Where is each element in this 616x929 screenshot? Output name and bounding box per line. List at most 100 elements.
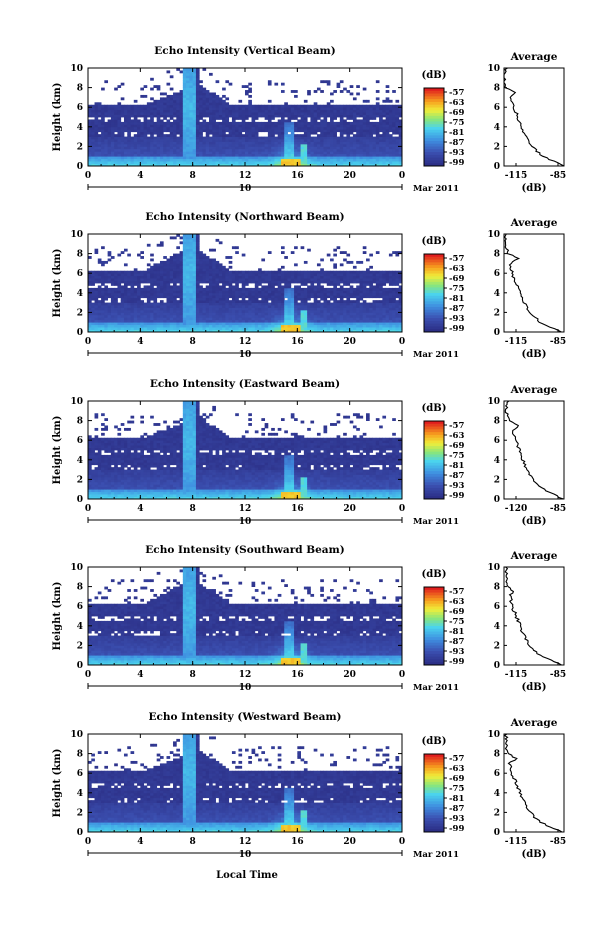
heatmap-cell xyxy=(264,322,269,326)
heatmap-cell xyxy=(339,270,344,274)
heatmap-cell xyxy=(349,285,354,289)
heatmap-cell xyxy=(261,146,266,150)
heatmap-cell xyxy=(398,114,403,118)
heatmap-cell xyxy=(192,109,197,113)
heatmap-cell xyxy=(222,131,226,135)
heatmap-cell xyxy=(313,302,318,306)
heatmap-cell xyxy=(343,273,347,277)
heatmap-cell xyxy=(143,129,148,133)
heatmap-cell xyxy=(192,68,197,71)
heatmap-cell xyxy=(362,283,367,286)
heatmap-cell xyxy=(241,153,246,157)
heatmap-cell xyxy=(267,280,272,284)
heatmap-cell xyxy=(143,329,148,333)
heatmap-cell xyxy=(195,317,200,321)
heatmap-cell xyxy=(231,117,236,120)
heatmap-cell xyxy=(107,278,112,281)
heatmap-cell xyxy=(212,265,216,269)
heatmap-cell xyxy=(143,302,148,306)
heatmap-cell xyxy=(264,139,269,142)
heatmap-cell xyxy=(182,270,187,274)
heatmap-cell xyxy=(313,297,318,301)
heatmap-cell xyxy=(218,265,223,269)
heatmap-cell xyxy=(156,85,161,88)
heatmap-cell xyxy=(133,268,138,272)
heatmap-cell xyxy=(346,143,351,147)
heatmap-cell xyxy=(330,270,334,274)
heatmap-cell xyxy=(320,268,324,272)
heatmap-cell xyxy=(254,126,259,130)
heatmap-cell xyxy=(294,280,298,284)
heatmap-cell xyxy=(199,134,203,137)
heatmap-cell xyxy=(179,285,184,289)
heatmap-cell xyxy=(218,241,223,245)
heatmap-cell xyxy=(330,258,334,262)
heatmap-cell xyxy=(218,117,223,120)
heatmap-cell xyxy=(192,131,197,135)
heatmap-cell xyxy=(130,136,135,140)
heatmap-cell xyxy=(114,126,118,130)
heatmap-cell xyxy=(379,126,383,130)
heatmap-cell xyxy=(166,258,171,262)
heatmap-cell xyxy=(189,153,194,157)
heatmap-cell xyxy=(156,283,161,286)
heatmap-cell xyxy=(186,117,190,120)
heatmap-cell xyxy=(143,119,148,123)
heatmap-cell xyxy=(192,143,197,147)
heatmap-cell xyxy=(192,297,197,301)
heatmap-cell xyxy=(323,148,328,152)
heatmap-cell xyxy=(110,297,115,301)
heatmap-cell xyxy=(110,117,115,120)
heatmap-cell xyxy=(258,146,262,150)
heatmap-cell xyxy=(375,80,380,84)
heatmap-cell xyxy=(195,297,200,301)
heatmap-cell xyxy=(195,124,200,128)
heatmap-cell xyxy=(202,158,207,162)
heatmap-cell xyxy=(225,119,230,123)
heatmap-cell xyxy=(195,75,200,79)
heatmap-cell xyxy=(169,129,174,133)
heatmap-cell xyxy=(114,324,118,328)
heatmap-cell xyxy=(156,156,161,160)
heatmap-cell xyxy=(173,158,177,162)
heatmap-cell xyxy=(137,119,141,123)
heatmap-cell xyxy=(150,292,154,296)
heatmap-cell xyxy=(274,314,279,318)
heatmap-cell xyxy=(326,80,331,84)
heatmap-cell xyxy=(300,143,305,147)
heatmap-cell xyxy=(150,275,154,279)
heatmap-cell xyxy=(280,275,285,279)
heatmap-cell xyxy=(307,129,311,133)
heatmap-cell xyxy=(114,297,118,301)
heatmap-cell xyxy=(372,136,377,140)
heatmap-cell xyxy=(218,270,223,274)
heatmap-cell xyxy=(326,283,331,286)
heatmap-cell xyxy=(117,131,122,135)
heatmap-cell xyxy=(339,153,344,157)
heatmap-cell xyxy=(320,121,324,125)
heatmap-cell xyxy=(303,126,308,130)
heatmap-cell xyxy=(248,153,252,157)
heatmap-cell xyxy=(366,114,370,118)
heatmap-cell xyxy=(366,126,370,130)
heatmap-cell xyxy=(369,322,373,326)
heatmap-cell xyxy=(238,124,243,128)
heatmap-cell xyxy=(346,322,351,326)
heatmap-cell xyxy=(330,158,334,162)
heatmap-cell xyxy=(94,153,99,157)
heatmap-cell xyxy=(313,324,318,328)
heatmap-cell xyxy=(88,153,92,157)
heatmap-cell xyxy=(182,251,187,254)
heatmap-cell xyxy=(326,82,331,86)
heatmap-cell xyxy=(228,302,233,306)
heatmap-cell xyxy=(153,136,158,140)
heatmap-cell xyxy=(326,309,331,313)
heatmap-cell xyxy=(366,148,370,152)
heatmap-cell xyxy=(189,117,194,120)
heatmap-cell xyxy=(212,314,216,318)
heatmap-cell xyxy=(336,82,341,86)
heatmap-cell xyxy=(173,92,177,96)
heatmap-cell xyxy=(284,114,288,118)
heatmap-cell xyxy=(209,92,213,96)
heatmap-cell xyxy=(290,129,295,133)
